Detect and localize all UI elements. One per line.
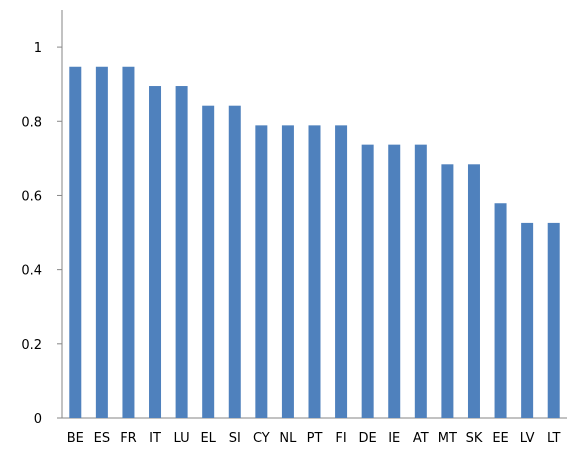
x-tick-label-cy: CY	[253, 431, 270, 446]
y-tick-label: 0.8	[21, 115, 42, 130]
bar-at	[414, 144, 427, 418]
bar-lv	[521, 222, 534, 418]
y-tick-label: 0.4	[21, 264, 42, 279]
y-tick-label: 0.6	[21, 189, 42, 204]
bar-fi	[335, 125, 348, 419]
bar-mt	[441, 164, 454, 418]
bar-el	[202, 105, 215, 418]
y-tick-label: 1	[34, 41, 42, 56]
x-tick-label-si: SI	[229, 431, 241, 446]
y-tick-label: 0	[34, 412, 42, 427]
y-tick-label: 0.2	[21, 338, 42, 353]
x-tick-label-fr: FR	[120, 431, 137, 446]
x-tick-label-de: DE	[359, 431, 377, 446]
x-tick-label-sk: SK	[466, 431, 483, 446]
x-tick-label-el: EL	[200, 431, 216, 446]
x-tick-label-fi: FI	[335, 431, 346, 446]
chart-bars	[69, 66, 560, 419]
x-tick-label-at: AT	[413, 431, 429, 446]
x-tick-label-pt: PT	[307, 431, 323, 446]
x-tick-label-lu: LU	[174, 431, 190, 446]
x-tick-label-ee: EE	[492, 431, 508, 446]
x-axis-labels: BE ES FR IT LU EL SI CY NL PT FI DE IE AT MT SK EE LV LT	[67, 431, 561, 446]
bar-es	[95, 66, 108, 419]
bar-be	[69, 66, 82, 419]
x-tick-label-it: IT	[149, 431, 161, 446]
bar-lu	[175, 86, 188, 418]
x-tick-label-lt: LT	[547, 431, 560, 446]
bar-it	[149, 86, 162, 418]
x-tick-label-be: BE	[67, 431, 84, 446]
bar-de	[361, 144, 374, 418]
x-tick-label-ie: IE	[388, 431, 400, 446]
bar-lt	[547, 222, 560, 418]
y-axis-ticks: 0 0.2 0.4 0.6 0.8 1	[21, 41, 62, 427]
x-tick-label-mt: MT	[438, 431, 457, 446]
x-tick-label-lv: LV	[520, 431, 535, 446]
bar-sk	[467, 164, 480, 418]
bar-cy	[255, 125, 268, 419]
bar-si	[228, 105, 241, 418]
bar-ee	[494, 203, 507, 418]
bar-ie	[388, 144, 401, 418]
bar-pt	[308, 125, 321, 419]
bar-fr	[122, 66, 135, 419]
x-tick-label-es: ES	[94, 431, 110, 446]
x-tick-label-nl: NL	[279, 431, 297, 446]
bar-nl	[281, 125, 294, 419]
